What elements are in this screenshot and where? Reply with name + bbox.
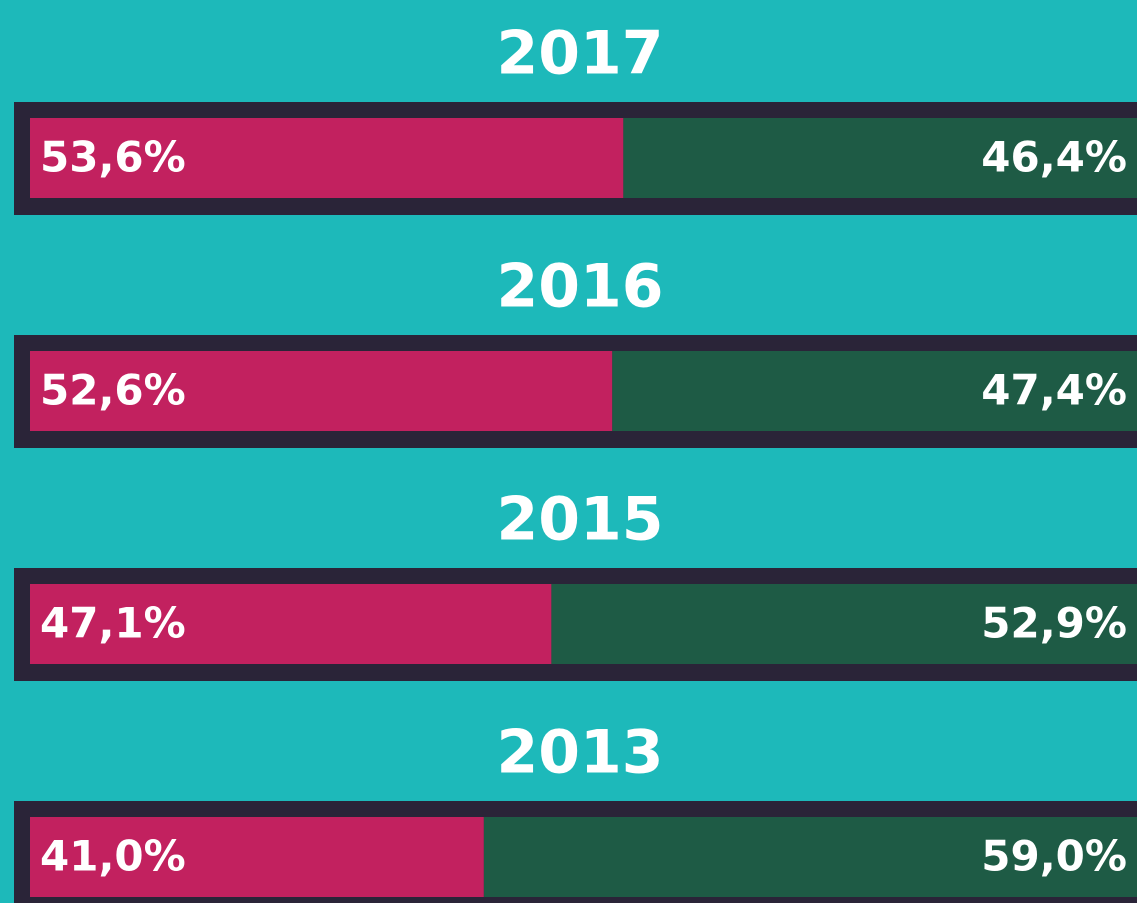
bar-segment (30, 351, 613, 431)
bar-segment (30, 584, 552, 664)
bar-segment (30, 817, 484, 897)
year-label: 2016 (497, 252, 664, 322)
value-label: 41,0% (40, 832, 186, 881)
value-label: 52,9% (981, 599, 1127, 648)
year-label: 2015 (497, 485, 664, 555)
bar-segment (612, 351, 1137, 431)
bar-segment (483, 817, 1137, 897)
value-label: 59,0% (981, 832, 1127, 881)
bar-segment (551, 584, 1137, 664)
year-label: 2013 (497, 718, 664, 788)
value-label: 46,4% (981, 133, 1127, 182)
bar-segment (30, 118, 624, 198)
value-label: 53,6% (40, 133, 186, 182)
year-label: 2017 (497, 19, 664, 89)
value-label: 47,1% (40, 599, 186, 648)
bar-segment (623, 118, 1137, 198)
value-label: 47,4% (981, 366, 1127, 415)
value-label: 52,6% (40, 366, 186, 415)
